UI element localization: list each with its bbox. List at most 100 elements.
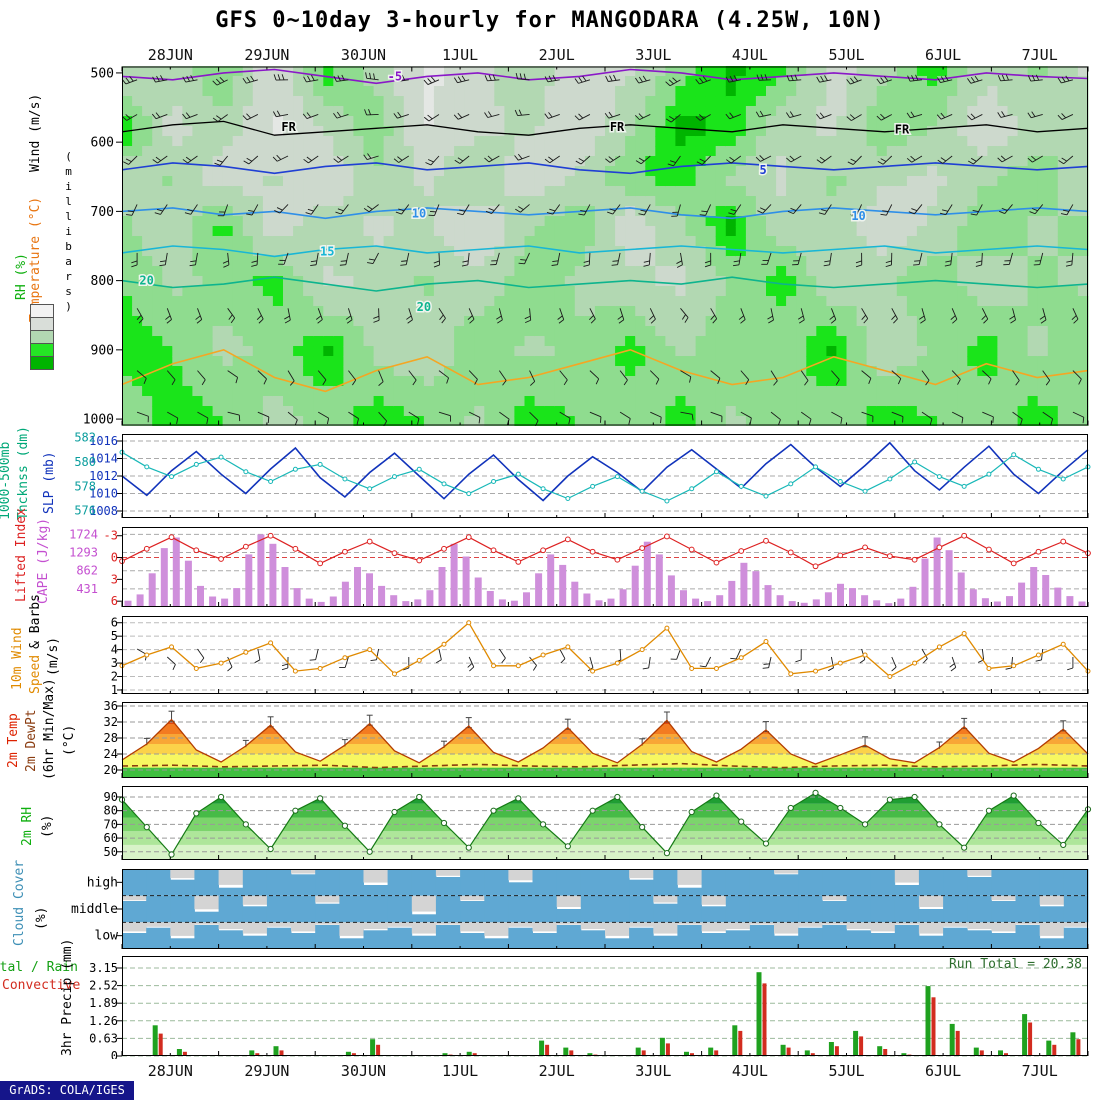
- svg-text:-3: -3: [104, 529, 118, 543]
- svg-text:1293: 1293: [69, 546, 98, 560]
- label-wind-ms: Wind (m/s): [28, 93, 43, 172]
- svg-text:10: 10: [412, 206, 426, 220]
- svg-text:1010: 1010: [89, 487, 118, 501]
- rh-legend-swatch: [31, 330, 53, 343]
- svg-text:0: 0: [111, 551, 118, 565]
- label-10m-speed: Speed: [28, 654, 43, 694]
- rh-legend-swatch: [31, 317, 53, 330]
- x-axis-label: 3JUL: [635, 46, 672, 64]
- svg-text:20: 20: [104, 763, 118, 777]
- x-axis-label: 30JUN: [340, 46, 387, 64]
- panel-2m-temp-dewpt: 36 32 28 24 20: [104, 700, 1089, 778]
- svg-text:20: 20: [417, 300, 431, 314]
- svg-text:24: 24: [104, 747, 118, 761]
- rh-legend-swatch: [31, 356, 53, 369]
- label-slp: SLP (mb): [42, 451, 57, 514]
- svg-text:900: 900: [91, 343, 114, 358]
- svg-text:500: 500: [91, 66, 114, 81]
- panel-3hr-precip: 3.152.521.891.260.630: [89, 956, 1089, 1059]
- svg-text:-5: -5: [388, 69, 402, 83]
- svg-text:580: 580: [74, 455, 96, 469]
- svg-text:1014: 1014: [89, 452, 118, 466]
- svg-text:FR: FR: [610, 120, 625, 134]
- svg-text:70: 70: [104, 817, 118, 831]
- x-axis-label: 1JUL: [442, 46, 479, 64]
- svg-text:6: 6: [111, 616, 118, 630]
- x-axis-label: 5JUL: [828, 46, 865, 64]
- rh-color-legend: [30, 304, 54, 370]
- x-axis-label: 7JUL: [1021, 46, 1058, 64]
- chart-title: GFS 0~10day 3-hourly for MANGODARA (4.25…: [215, 8, 885, 33]
- x-axis-label: 29JUN: [244, 46, 290, 64]
- x-axis-bottom: 28JUN 29JUN 30JUN 1JUL 2JUL 3JUL 4JUL 5JUL 6JUL 7…: [0, 1062, 1100, 1080]
- label-thickness-2: Thcknss (dm): [16, 426, 31, 520]
- svg-text:90: 90: [104, 790, 118, 804]
- svg-text:50: 50: [104, 845, 118, 859]
- x-axis-top: 28JUN 29JUN 30JUN 1JUL 2JUL 3JUL 4JUL 5JUL 6JUL 7…: [0, 46, 1100, 64]
- label-rh: RH (%): [14, 253, 29, 300]
- svg-text:4: 4: [111, 643, 118, 657]
- label-cloud-unit: (%): [34, 906, 49, 930]
- svg-text:28: 28: [104, 731, 118, 745]
- svg-text:600: 600: [91, 136, 114, 151]
- label-total-rain: Total / Rain: [0, 960, 78, 975]
- svg-text:FR: FR: [895, 123, 910, 137]
- svg-text:80: 80: [104, 804, 118, 818]
- svg-text:6: 6: [111, 594, 118, 608]
- svg-text:578: 578: [74, 479, 96, 493]
- x-axis-label: 7JUL: [1021, 1062, 1058, 1080]
- x-axis-label: 4JUL: [731, 46, 768, 64]
- panel-cape-lifted-index: -3 0 3 6 1724 1293 862 431: [69, 527, 1091, 608]
- svg-text:1000: 1000: [83, 413, 114, 426]
- label-convective: Convective: [2, 978, 81, 993]
- svg-text:10: 10: [851, 209, 865, 223]
- svg-text:862: 862: [76, 564, 98, 578]
- label-2m-temp: 2m Temp: [6, 713, 21, 768]
- svg-text:FR: FR: [281, 120, 296, 134]
- panel-slp-thickness: 1016 1014 1012 1010 1008 582 580 578 576: [74, 431, 1091, 518]
- svg-text:15: 15: [320, 245, 334, 259]
- svg-text:3: 3: [111, 572, 118, 586]
- label-lifted-index: Lifted Index: [14, 508, 29, 602]
- svg-text:1012: 1012: [89, 469, 118, 483]
- label-millibars: (millibars): [62, 150, 75, 315]
- x-axis-label: 28JUN: [147, 46, 193, 64]
- label-2m-rh-unit: (%): [40, 814, 55, 838]
- x-axis-label: 3JUL: [635, 1062, 672, 1080]
- svg-text:1724: 1724: [69, 527, 98, 541]
- svg-text:32: 32: [104, 715, 118, 729]
- x-axis-label: 4JUL: [731, 1062, 768, 1080]
- label-thickness-1: 1000-500mb: [0, 441, 13, 520]
- label-10m-barbs: & Barbs: [28, 594, 43, 649]
- label-temp-unit: (°C): [62, 724, 77, 756]
- x-axis-label: 28JUN: [147, 1062, 193, 1080]
- rh-legend-swatch: [31, 343, 53, 356]
- x-axis-label: 6JUL: [925, 1062, 962, 1080]
- svg-text:20: 20: [139, 274, 153, 288]
- svg-text:3: 3: [111, 656, 118, 670]
- label-10m-wind: 10m Wind: [10, 627, 25, 690]
- svg-text:5: 5: [760, 163, 767, 177]
- grads-credit: GrADS: COLA/IGES: [0, 1081, 134, 1100]
- label-2m-dewpt: 2m DewPt: [24, 709, 39, 772]
- svg-text:2: 2: [111, 670, 118, 684]
- x-axis-label: 30JUN: [340, 1062, 387, 1080]
- svg-text:431: 431: [76, 582, 98, 596]
- run-total: Run Total = 20.38: [948, 957, 1082, 972]
- svg-text:60: 60: [104, 831, 118, 845]
- svg-text:5: 5: [111, 629, 118, 643]
- label-cape: CAPE (J/kg): [36, 517, 51, 604]
- label-3hr-precip: 3hr Precip (mm): [60, 938, 75, 1056]
- label-minmax: (6hr Min/Max): [42, 678, 57, 780]
- label-10m-unit: (m/s): [46, 636, 61, 676]
- label-cloud-cover: Cloud Cover: [12, 859, 27, 946]
- x-axis-label: 1JUL: [442, 1062, 479, 1080]
- svg-text:576: 576: [74, 504, 96, 518]
- svg-text:700: 700: [91, 205, 114, 220]
- svg-text:1: 1: [111, 683, 118, 697]
- svg-text:1016: 1016: [89, 434, 118, 448]
